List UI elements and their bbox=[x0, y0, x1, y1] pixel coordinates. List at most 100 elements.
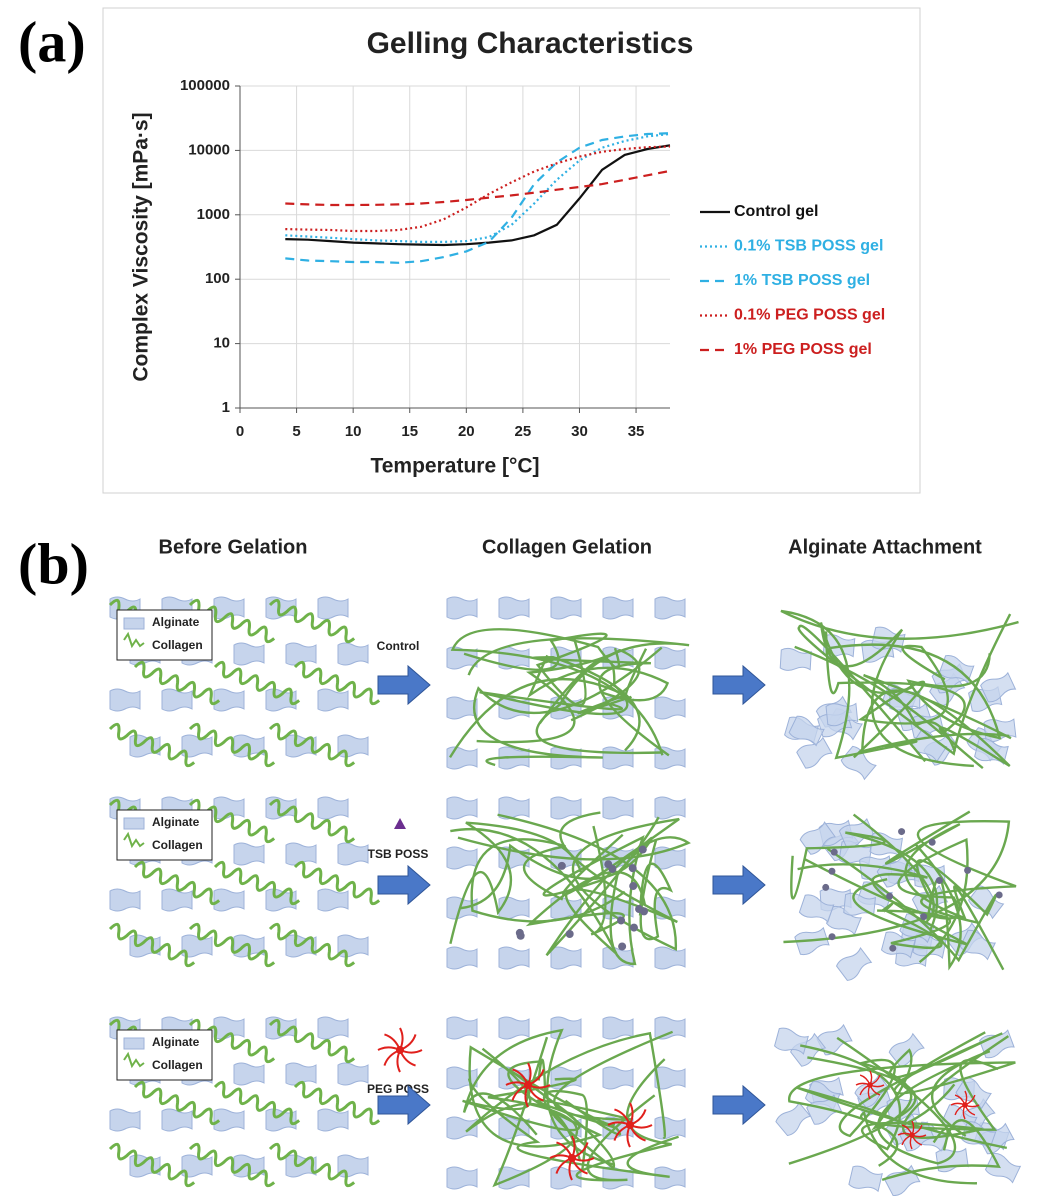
tsb-crosslink bbox=[517, 932, 525, 940]
y-tick-label: 10000 bbox=[188, 141, 230, 158]
panel-label: (b) bbox=[18, 531, 89, 596]
y-tick-label: 100000 bbox=[180, 77, 230, 94]
legend-label: Alginate bbox=[152, 815, 200, 829]
x-tick-label: 15 bbox=[401, 423, 418, 440]
tsb-crosslink bbox=[618, 942, 626, 950]
x-axis-label: Temperature [°C] bbox=[370, 455, 539, 478]
tsb-crosslink bbox=[889, 945, 896, 952]
arrow bbox=[378, 666, 430, 704]
alginate-tile bbox=[447, 947, 477, 969]
arrow bbox=[713, 866, 765, 904]
reagent-label: TSB POSS bbox=[368, 847, 429, 861]
alginate-tile bbox=[499, 1017, 529, 1039]
alginate-tile bbox=[848, 1165, 882, 1193]
peg-core bbox=[568, 1154, 576, 1162]
alginate-tile bbox=[338, 643, 368, 665]
alginate-tile bbox=[214, 597, 244, 619]
peg-core bbox=[626, 1121, 634, 1129]
alginate-tile bbox=[835, 946, 872, 982]
tsb-icon bbox=[394, 818, 406, 829]
alginate-tile bbox=[551, 597, 581, 619]
alginate-tile bbox=[234, 1063, 264, 1085]
alginate-tile bbox=[318, 1109, 348, 1131]
tsb-crosslink bbox=[996, 891, 1003, 898]
alginate-tile bbox=[338, 1063, 368, 1085]
alginate-tile bbox=[234, 843, 264, 865]
legend-label: Alginate bbox=[152, 1035, 200, 1049]
alginate-tile bbox=[655, 597, 685, 619]
alginate-tile bbox=[655, 947, 685, 969]
legend-swatch bbox=[124, 1038, 144, 1049]
tsb-crosslink bbox=[822, 884, 829, 891]
x-tick-label: 35 bbox=[628, 423, 645, 440]
reagent-label: PEG POSS bbox=[367, 1082, 429, 1096]
legend-label: Collagen bbox=[152, 1058, 203, 1072]
alginate-tile bbox=[551, 1017, 581, 1039]
column-heading: Before Gelation bbox=[159, 536, 308, 558]
tsb-crosslink bbox=[629, 864, 637, 872]
alginate-tile bbox=[110, 889, 140, 911]
alginate-tile bbox=[985, 1152, 1022, 1185]
legend-swatch bbox=[124, 818, 144, 829]
alginate-tile bbox=[447, 1017, 477, 1039]
legend-label: Control gel bbox=[734, 203, 818, 220]
alginate-tile bbox=[338, 735, 368, 757]
alginate-tile bbox=[447, 597, 477, 619]
alginate-tile bbox=[499, 597, 529, 619]
peg-core bbox=[524, 1081, 532, 1089]
legend-label: Alginate bbox=[152, 615, 200, 629]
alginate-tile bbox=[110, 1109, 140, 1131]
alginate-tile bbox=[318, 889, 348, 911]
legend-label: 1% PEG POSS gel bbox=[734, 341, 872, 358]
alginate-tile bbox=[214, 1017, 244, 1039]
alginate-tile bbox=[338, 935, 368, 957]
alginate-tile bbox=[655, 1167, 685, 1189]
alginate-tile bbox=[162, 689, 192, 711]
alginate-tile bbox=[551, 947, 581, 969]
alginate-tile bbox=[338, 843, 368, 865]
arrow bbox=[378, 866, 430, 904]
alginate-tile bbox=[318, 1017, 348, 1039]
alginate-tile bbox=[884, 1164, 921, 1196]
alginate-tile bbox=[655, 797, 685, 819]
alginate-tile bbox=[447, 847, 477, 869]
tsb-crosslink bbox=[566, 930, 574, 938]
x-tick-label: 5 bbox=[292, 423, 300, 440]
alginate-tile bbox=[816, 1023, 853, 1056]
alginate-tile bbox=[603, 597, 633, 619]
alginate-tile bbox=[936, 1147, 969, 1173]
reagent-label: Control bbox=[377, 639, 420, 653]
tsb-crosslink bbox=[828, 868, 835, 875]
legend-swatch bbox=[124, 618, 144, 629]
x-tick-label: 0 bbox=[236, 423, 244, 440]
alginate-tile bbox=[447, 1167, 477, 1189]
alginate-tile bbox=[318, 689, 348, 711]
legend-label: 0.1% PEG POSS gel bbox=[734, 307, 885, 324]
alginate-tile bbox=[447, 797, 477, 819]
tsb-crosslink bbox=[629, 882, 637, 890]
alginate-tile bbox=[775, 1101, 812, 1137]
alginate-tile bbox=[318, 597, 348, 619]
alginate-tile bbox=[214, 797, 244, 819]
alginate-tile bbox=[499, 897, 529, 919]
tsb-crosslink bbox=[617, 916, 625, 924]
y-axis-label: Complex Viscosity [mPa·s] bbox=[130, 112, 153, 381]
legend-label: Collagen bbox=[152, 638, 203, 652]
alginate-tile bbox=[162, 889, 192, 911]
peg-core bbox=[396, 1046, 404, 1054]
alginate-tile bbox=[318, 797, 348, 819]
tsb-crosslink bbox=[898, 828, 905, 835]
tsb-crosslink bbox=[929, 839, 936, 846]
alginate-tile bbox=[655, 747, 685, 769]
alginate-tile bbox=[603, 747, 633, 769]
tsb-crosslink bbox=[829, 933, 836, 940]
tsb-crosslink bbox=[558, 862, 566, 870]
figure: (a) (b) Gelling Characteristics Temperat… bbox=[0, 0, 1045, 1196]
alginate-tile bbox=[447, 747, 477, 769]
x-tick-label: 20 bbox=[458, 423, 475, 440]
chart-title: Gelling Characteristics bbox=[367, 27, 694, 60]
alginate-tile bbox=[551, 797, 581, 819]
tsb-crosslink bbox=[608, 865, 616, 873]
y-tick-label: 1000 bbox=[197, 206, 230, 223]
